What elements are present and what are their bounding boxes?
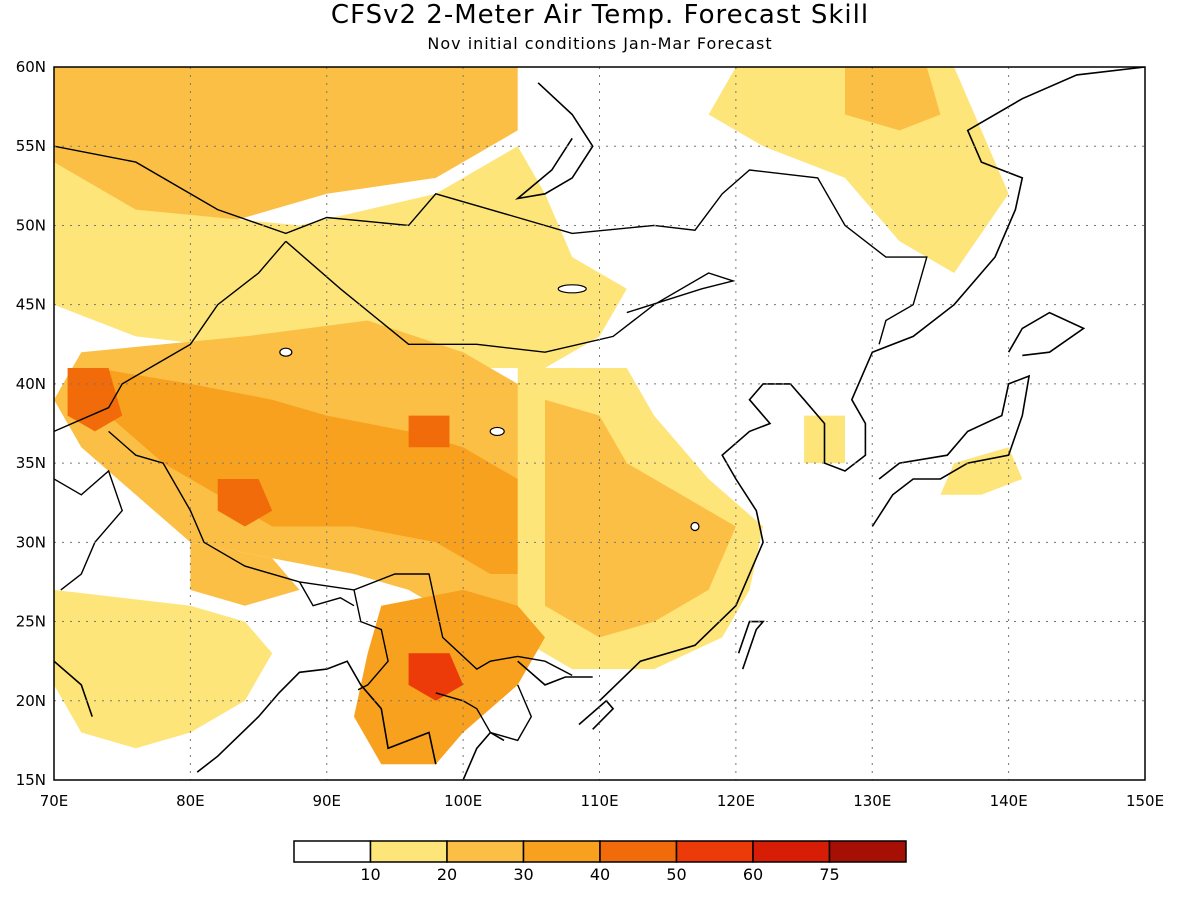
skill-region-okhotsk-core (845, 67, 941, 131)
border-segment-6 (54, 469, 123, 591)
skill-region-india-west (54, 589, 273, 749)
colorbar-label: 20 (437, 865, 457, 884)
lat-tick-label: 50N (16, 216, 46, 234)
lake-0 (489, 426, 505, 437)
lat-tick-label: 55N (16, 137, 46, 155)
skill-shading (54, 67, 1023, 765)
lake-2 (690, 521, 700, 532)
colorbar-label: 50 (666, 865, 686, 884)
coastline-segment-3 (737, 620, 765, 670)
lat-tick-label: 45N (16, 296, 46, 314)
skill-region-east-china-inner (545, 399, 736, 638)
lon-tick-label: 130E (853, 792, 891, 810)
colorbar-swatch (369, 840, 448, 863)
colorbar-label: 10 (360, 865, 380, 884)
lake-1 (557, 284, 587, 294)
lat-tick-label: 40N (16, 375, 46, 393)
colorbar-swatch (599, 840, 678, 863)
colorbar: 10 20 30 40 50 60 75 (293, 840, 907, 884)
border-segment-1 (285, 240, 736, 353)
coastline-segment-2 (1007, 311, 1086, 357)
lon-tick-label: 110E (580, 792, 618, 810)
coastline-segment-0 (598, 67, 1145, 702)
skill-region-tibet-core (94, 368, 586, 574)
skill-region-qaidam-hotspot (408, 415, 450, 448)
colorbar-label: 40 (590, 865, 610, 884)
lat-tick-label: 30N (16, 533, 46, 551)
lat-tick-label: 60N (16, 58, 46, 76)
skill-region-central-asia-band (54, 146, 627, 368)
lon-tick-label: 70E (40, 792, 69, 810)
coastline-segment-6 (54, 660, 93, 717)
colorbar-label: 60 (743, 865, 763, 884)
border-segment-2 (54, 240, 287, 433)
skill-region-west-tibet-hotspot (217, 479, 273, 527)
longitude-tick-labels: 70E 80E 90E 100E 110E 120E 130E 140E 150E (40, 792, 1164, 810)
plot-frame (53, 66, 1146, 781)
colorbar-swatch (828, 840, 907, 863)
colorbar-label: 30 (513, 865, 533, 884)
coastline-segment-5 (196, 660, 437, 773)
coastline-segment-7 (517, 660, 593, 686)
lat-tick-label: 20N (16, 692, 46, 710)
lat-tick-label: 15N (16, 771, 46, 789)
lat-tick-label: 25N (16, 613, 46, 631)
map-subtitle: Nov initial conditions Jan-Mar Forecast (427, 34, 773, 53)
skill-region-northwest-siberia (54, 67, 518, 226)
skill-region-myanmar-hotspot (408, 653, 464, 701)
latitude-tick-labels: 15N 20N 25N 30N 35N 40N 45N 50N 55N 60N (16, 58, 46, 789)
lat-tick-label: 35N (16, 454, 46, 472)
coastline-segment-4 (578, 699, 615, 730)
lon-tick-label: 90E (312, 792, 341, 810)
skill-region-india-north (190, 542, 300, 606)
border-segment-4 (353, 589, 389, 691)
lat-lon-grid (54, 67, 1145, 780)
colorbar-swatch (522, 840, 601, 863)
lon-tick-label: 120E (717, 792, 755, 810)
coastline-layer (54, 67, 1145, 780)
lon-tick-label: 140E (990, 792, 1028, 810)
border-segment-0 (54, 145, 928, 345)
colorbar-swatch (446, 840, 525, 863)
border-segment-3 (108, 430, 573, 677)
map-title: CFSv2 2-Meter Air Temp. Forecast Skill (330, 0, 870, 30)
colorbar-swatch (675, 840, 754, 863)
colorbar-swatch (752, 840, 831, 863)
colorbar-swatch (293, 840, 372, 863)
skill-region-okhotsk (708, 67, 1009, 273)
lon-tick-label: 80E (176, 792, 205, 810)
lon-tick-label: 100E (444, 792, 482, 810)
lake-3 (279, 347, 293, 357)
colorbar-label: 75 (819, 865, 839, 884)
coastline-segment-8 (462, 731, 505, 780)
coastline-segment-9 (514, 82, 594, 200)
skill-region-kashgar-hotspot (67, 368, 123, 432)
border-segment-5 (298, 581, 355, 607)
skill-region-japan-south (940, 447, 1023, 495)
coastline-segment-1 (871, 374, 1031, 527)
lon-tick-label: 150E (1126, 792, 1164, 810)
